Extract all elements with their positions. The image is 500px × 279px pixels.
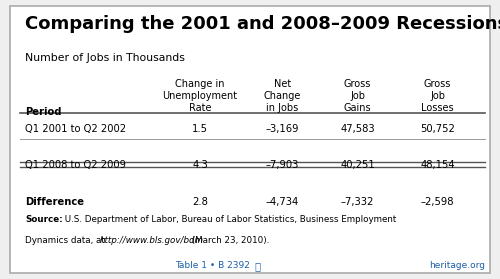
Text: 1.5: 1.5 [192, 124, 208, 134]
Text: Source:: Source: [25, 215, 63, 224]
Text: 4.3: 4.3 [192, 160, 208, 170]
Text: (March 23, 2010).: (March 23, 2010). [189, 236, 270, 245]
Text: –7,903: –7,903 [266, 160, 299, 170]
Text: –7,332: –7,332 [341, 197, 374, 207]
Text: Net
Change
in Jobs: Net Change in Jobs [264, 79, 301, 114]
Text: Table 1 • B 2392: Table 1 • B 2392 [175, 261, 250, 270]
Text: Gross
Job
Losses: Gross Job Losses [421, 79, 454, 114]
Text: –2,598: –2,598 [421, 197, 454, 207]
Text: 🔔: 🔔 [252, 261, 262, 271]
Text: –4,734: –4,734 [266, 197, 299, 207]
Text: Dynamics data, at: Dynamics data, at [25, 236, 107, 245]
Text: Q1 2001 to Q2 2002: Q1 2001 to Q2 2002 [25, 124, 126, 134]
Text: 50,752: 50,752 [420, 124, 455, 134]
Text: heritage.org: heritage.org [429, 261, 485, 270]
Text: Gross
Job
Gains: Gross Job Gains [344, 79, 371, 114]
Text: U.S. Department of Labor, Bureau of Labor Statistics, Business Employment: U.S. Department of Labor, Bureau of Labo… [62, 215, 396, 224]
Text: Period: Period [25, 107, 62, 117]
Text: Change in
Unemployment
Rate: Change in Unemployment Rate [162, 79, 238, 114]
Text: 40,251: 40,251 [340, 160, 375, 170]
Text: Number of Jobs in Thousands: Number of Jobs in Thousands [25, 53, 185, 63]
Text: http://www.bls.gov/bdm: http://www.bls.gov/bdm [100, 236, 204, 245]
Text: 2.8: 2.8 [192, 197, 208, 207]
FancyBboxPatch shape [10, 6, 490, 273]
Text: Q1 2008 to Q2 2009: Q1 2008 to Q2 2009 [25, 160, 126, 170]
Text: Difference: Difference [25, 197, 84, 207]
Text: –3,169: –3,169 [266, 124, 299, 134]
Text: 47,583: 47,583 [340, 124, 375, 134]
Text: 48,154: 48,154 [420, 160, 455, 170]
Text: Comparing the 2001 and 2008–2009 Recessions: Comparing the 2001 and 2008–2009 Recessi… [25, 15, 500, 33]
